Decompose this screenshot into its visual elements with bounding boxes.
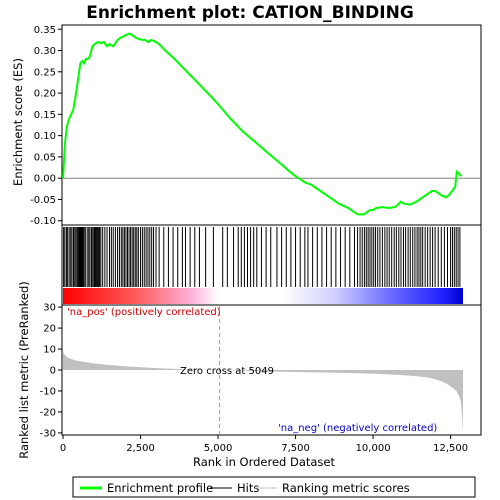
metric-axis-label: Ranked list metric (PreRanked) bbox=[17, 281, 31, 459]
zero-cross-label: Zero cross at 5049 bbox=[180, 366, 274, 377]
es-tick-label: 0.25 bbox=[34, 67, 56, 78]
es-axis-label: Enrichment score (ES) bbox=[11, 58, 25, 186]
es-tick-label: 0.35 bbox=[34, 25, 56, 36]
metric-tick-label: 0 bbox=[50, 366, 56, 377]
enrichment-profile-line bbox=[62, 32, 463, 216]
x-tick-label: 12,500 bbox=[433, 443, 468, 454]
x-axis-ticks: 0 2,500 5,000 7,500 10,000 12,500 bbox=[60, 435, 468, 454]
metric-y-ticks: -30 -20 -10 0 10 20 30 bbox=[40, 303, 62, 439]
metric-tick-label: 20 bbox=[43, 324, 56, 335]
es-tick-label: -0.05 bbox=[30, 195, 56, 206]
legend-box bbox=[72, 476, 476, 498]
es-tick-label: 0.05 bbox=[34, 152, 56, 163]
es-tick-label: -0.10 bbox=[30, 216, 56, 227]
metric-tick-label: 10 bbox=[43, 345, 56, 356]
legend: Enrichment profile Hits Ranking metric sco… bbox=[72, 476, 476, 498]
hits-panel bbox=[61, 224, 482, 306]
es-plot-frame bbox=[61, 24, 482, 226]
hit-lines bbox=[63, 227, 461, 287]
x-tick-label: 2,500 bbox=[126, 443, 155, 454]
es-y-ticks: -0.10 -0.05 0.00 0.05 0.10 0.15 0.20 0.25 0.30 0.… bbox=[30, 25, 62, 227]
legend-label: Ranking metric scores bbox=[282, 481, 410, 495]
x-tick-label: 5,000 bbox=[204, 443, 233, 454]
ranking-metric-area bbox=[63, 351, 463, 433]
chart-title: Enrichment plot: CATION_BINDING bbox=[86, 3, 414, 23]
negative-correlation-label: 'na_neg' (negatively correlated) bbox=[278, 423, 437, 434]
es-tick-label: 0.20 bbox=[34, 89, 56, 100]
x-axis-label: Rank in Ordered Dataset bbox=[193, 455, 336, 469]
x-tick-label: 7,500 bbox=[281, 443, 310, 454]
metric-tick-label: -30 bbox=[40, 428, 56, 439]
es-tick-label: 0.15 bbox=[34, 110, 56, 121]
es-tick-label: 0.10 bbox=[34, 131, 56, 142]
x-tick-label: 10,000 bbox=[356, 443, 391, 454]
metric-tick-label: -20 bbox=[40, 407, 56, 418]
es-tick-label: 0.00 bbox=[34, 174, 56, 185]
ranked-metric-panel: -30 -20 -10 0 10 20 30 'na_pos' (positively co… bbox=[17, 281, 482, 459]
metric-tick-label: 30 bbox=[43, 303, 56, 314]
x-tick-label: 0 bbox=[60, 443, 66, 454]
metric-tick-label: -10 bbox=[40, 386, 56, 397]
enrichment-score-panel: -0.10 -0.05 0.00 0.05 0.10 0.15 0.20 0.25 0.30 0.… bbox=[11, 24, 482, 227]
rank-color-bar bbox=[63, 288, 463, 304]
legend-label: Hits bbox=[237, 481, 259, 495]
positive-correlation-label: 'na_pos' (positively correlated) bbox=[67, 307, 221, 318]
es-tick-label: 0.30 bbox=[34, 46, 56, 57]
legend-label: Enrichment profile bbox=[107, 481, 213, 495]
